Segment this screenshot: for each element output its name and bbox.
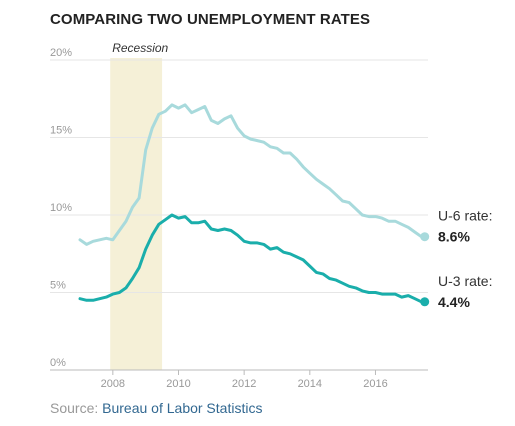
source-prefix: Source: <box>50 400 103 416</box>
x-tick-label: 2010 <box>166 378 190 390</box>
u3-endpoint <box>420 297 430 307</box>
source-name: Bureau of Labor Statistics <box>102 400 263 416</box>
u6-label: U-6 rate: <box>438 208 492 224</box>
u3-value-label: 4.4% <box>438 294 470 310</box>
recession-band <box>110 58 163 370</box>
u3-label: U-3 rate: <box>438 273 492 289</box>
x-tick-label: 2014 <box>298 378 322 390</box>
u3-line <box>78 213 427 304</box>
u6-value-label: 8.6% <box>438 229 470 245</box>
y-tick-label: 0% <box>50 357 66 369</box>
chart-title: COMPARING TWO UNEMPLOYMENT RATES <box>50 11 371 28</box>
y-tick-label: 15% <box>50 125 72 137</box>
x-tick-label: 2008 <box>101 378 125 390</box>
recession-label: Recession <box>112 41 168 55</box>
y-tick-label: 10% <box>50 202 72 214</box>
x-tick-label: 2016 <box>363 378 387 390</box>
y-tick-label: 5% <box>50 280 66 292</box>
y-tick-label: 20% <box>50 47 72 59</box>
u6-line <box>78 103 427 246</box>
x-tick-label: 2012 <box>232 378 256 390</box>
source-note: Source: Bureau of Labor Statistics <box>50 400 262 416</box>
u6-endpoint <box>420 232 430 242</box>
